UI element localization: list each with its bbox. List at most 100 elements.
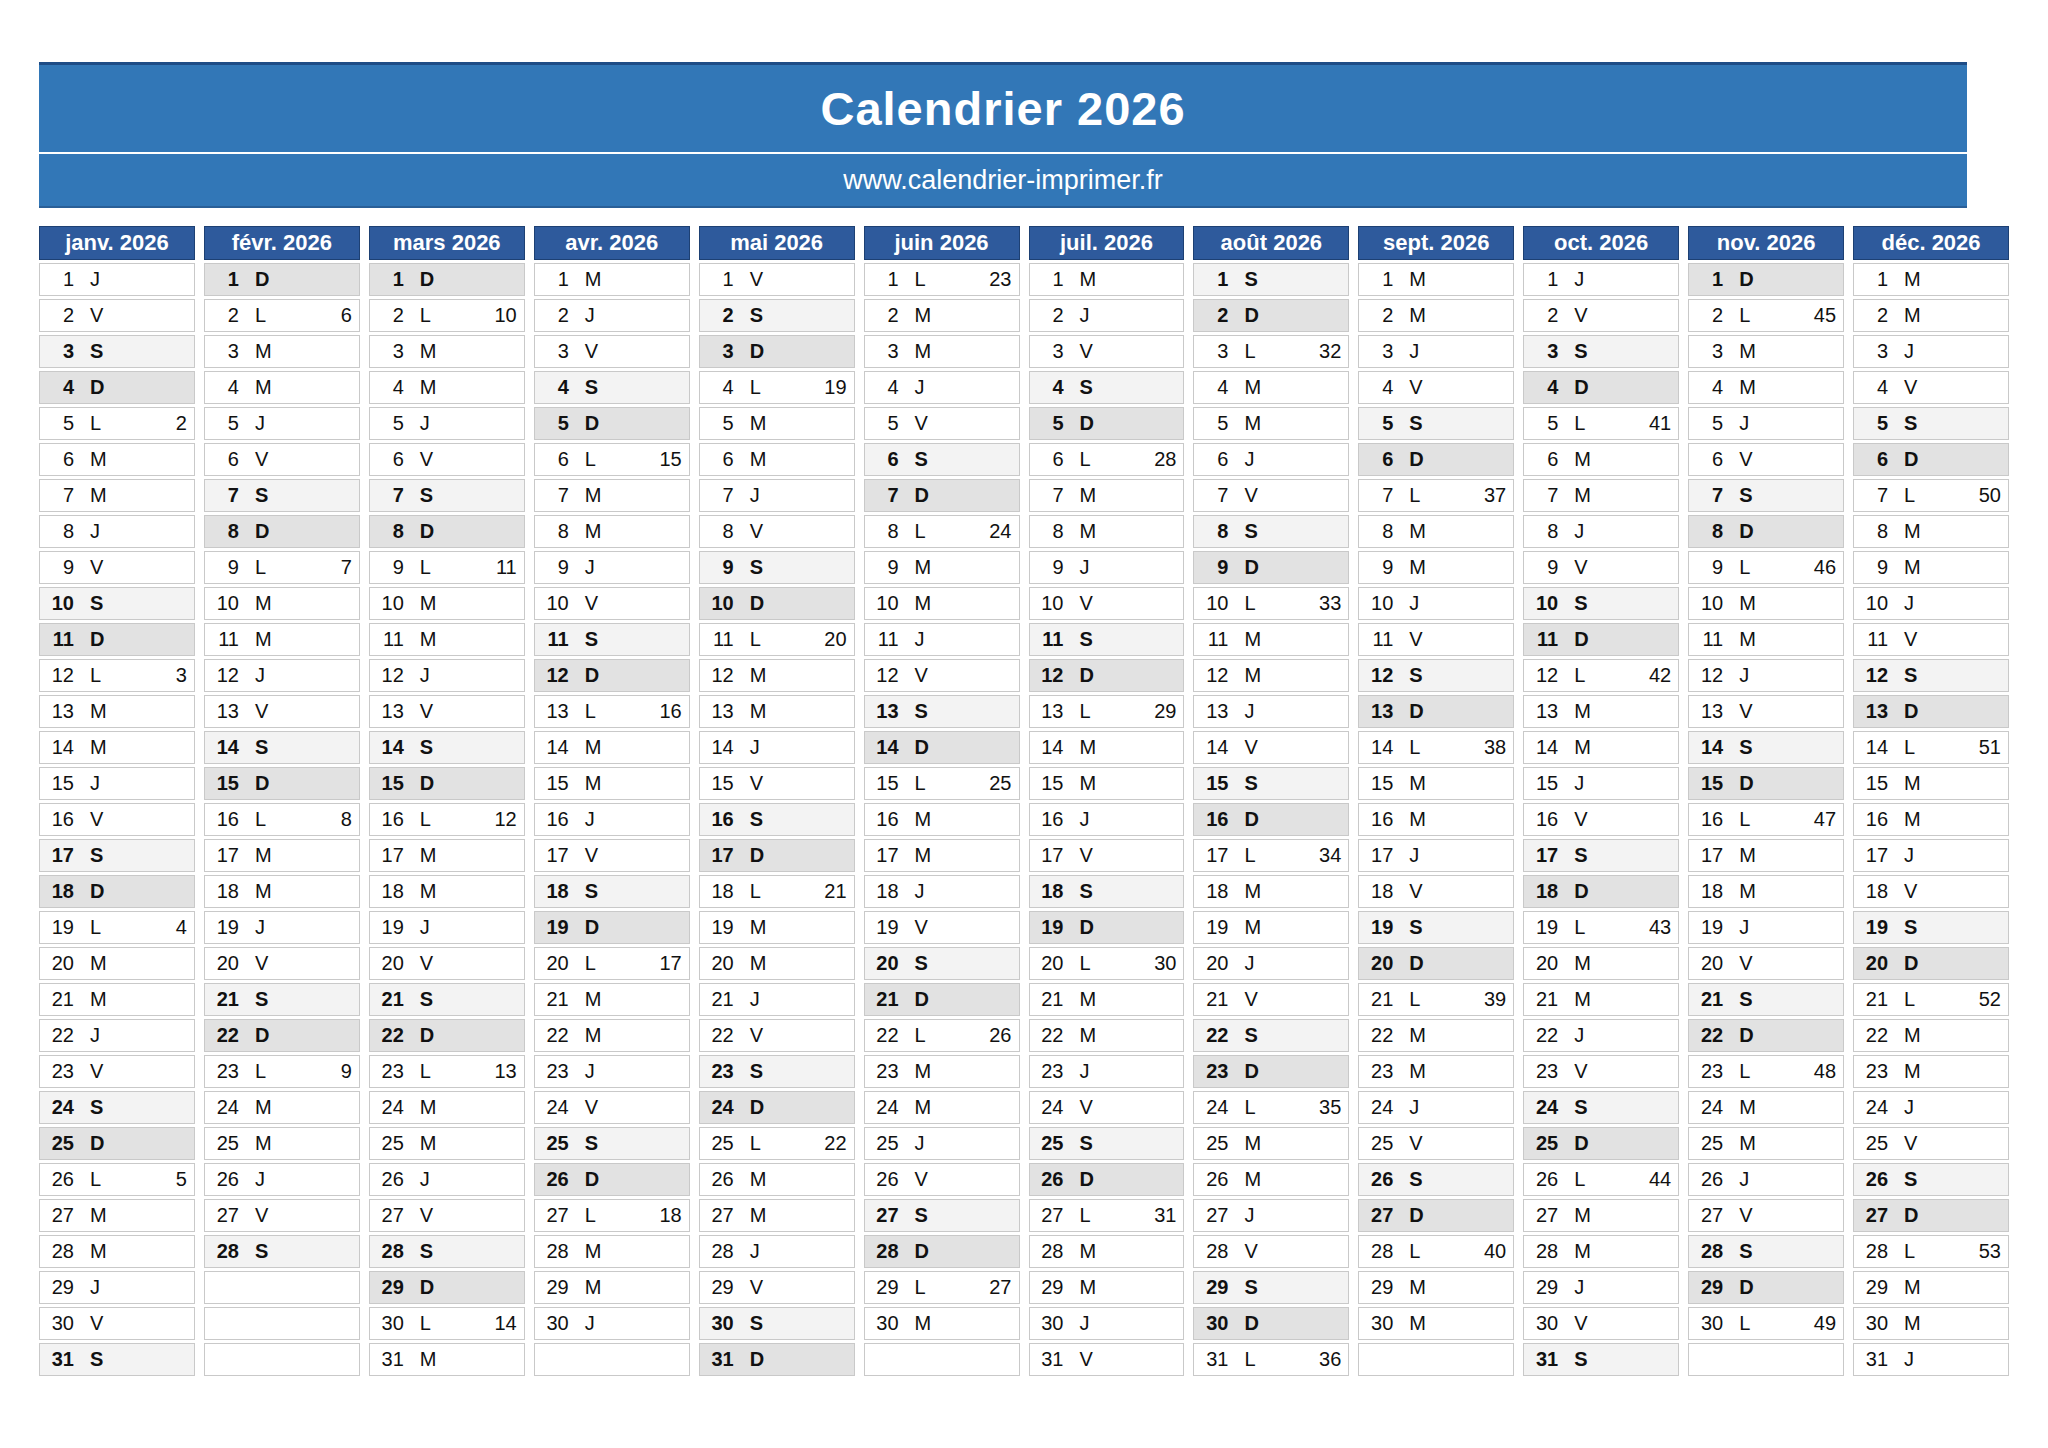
week-number: 48	[1814, 1060, 1836, 1083]
day-letter: V	[1739, 1204, 1752, 1227]
day-letter: S	[585, 628, 598, 651]
day-letter: L	[585, 1204, 596, 1227]
month-header: août 2026	[1193, 226, 1349, 260]
day-row: 7S	[204, 479, 360, 512]
day-row: 16M	[1358, 803, 1514, 836]
day-number: 3	[706, 340, 734, 363]
day-letter: V	[1409, 1132, 1422, 1155]
day-row: 17S	[1523, 839, 1679, 872]
day-row: 3S	[39, 335, 195, 368]
day-number: 21	[1036, 988, 1064, 1011]
day-letter: J	[1244, 1204, 1254, 1227]
day-number: 20	[541, 952, 569, 975]
day-letter: S	[1904, 1168, 1917, 1191]
day-number: 18	[871, 880, 899, 903]
day-letter: V	[1080, 844, 1093, 867]
day-letter: D	[90, 376, 104, 399]
day-row: 2L45	[1688, 299, 1844, 332]
day-letter: M	[585, 1240, 602, 1263]
day-letter: D	[90, 1132, 104, 1155]
day-row: 3M	[369, 335, 525, 368]
day-letter: S	[1574, 1096, 1587, 1119]
day-number: 26	[1530, 1168, 1558, 1191]
day-letter: D	[90, 628, 104, 651]
day-letter: D	[420, 520, 434, 543]
day-letter: L	[255, 304, 266, 327]
day-row: 21L39	[1358, 983, 1514, 1016]
day-letter: M	[1080, 1240, 1097, 1263]
day-letter: M	[1244, 880, 1261, 903]
day-row: 9J	[1029, 551, 1185, 584]
day-letter: S	[750, 1060, 763, 1083]
day-letter: D	[750, 592, 764, 615]
banner-url-row: www.calendrier-imprimer.fr	[39, 154, 1967, 206]
day-row: 15J	[1523, 767, 1679, 800]
day-row: 6V	[1688, 443, 1844, 476]
day-row: 30L49	[1688, 1307, 1844, 1340]
day-letter: D	[585, 412, 599, 435]
week-number: 26	[989, 1024, 1011, 1047]
day-letter: J	[1080, 1312, 1090, 1335]
day-row: 28M	[1523, 1235, 1679, 1268]
day-number: 20	[1530, 952, 1558, 975]
week-number: 30	[1154, 952, 1176, 975]
day-number: 3	[1530, 340, 1558, 363]
day-number: 9	[376, 556, 404, 579]
week-number: 42	[1649, 664, 1671, 687]
day-row: 15V	[699, 767, 855, 800]
day-letter: J	[420, 664, 430, 687]
day-row: 20V	[204, 947, 360, 980]
day-number: 27	[211, 1204, 239, 1227]
day-number: 12	[541, 664, 569, 687]
day-letter: L	[420, 1312, 431, 1335]
day-number: 18	[46, 880, 74, 903]
day-number: 10	[1036, 592, 1064, 615]
day-row: 18J	[864, 875, 1020, 908]
day-row: 17M	[1688, 839, 1844, 872]
day-row: 27L18	[534, 1199, 690, 1232]
day-number: 25	[376, 1132, 404, 1155]
day-number: 30	[871, 1312, 899, 1335]
day-row: 3V	[1029, 335, 1185, 368]
day-row: 20J	[1193, 947, 1349, 980]
day-row: 3L32	[1193, 335, 1349, 368]
day-number: 5	[1365, 412, 1393, 435]
day-row: 22M	[1029, 1019, 1185, 1052]
day-row: 22M	[1358, 1019, 1514, 1052]
day-number: 2	[706, 304, 734, 327]
day-number: 19	[46, 916, 74, 939]
day-row: 12L3	[39, 659, 195, 692]
day-letter: J	[90, 772, 100, 795]
day-row: 2J	[1029, 299, 1185, 332]
day-letter: S	[750, 1312, 763, 1335]
day-letter: L	[1080, 1204, 1091, 1227]
day-letter: J	[90, 268, 100, 291]
day-row: 25D	[39, 1127, 195, 1160]
day-row: 22M	[534, 1019, 690, 1052]
day-number: 9	[706, 556, 734, 579]
day-row	[1688, 1343, 1844, 1376]
day-row: 11J	[864, 623, 1020, 656]
week-number: 14	[495, 1312, 517, 1335]
day-letter: D	[90, 880, 104, 903]
day-row: 22D	[204, 1019, 360, 1052]
day-row: 8D	[369, 515, 525, 548]
day-row: 8M	[1029, 515, 1185, 548]
day-row: 8J	[1523, 515, 1679, 548]
day-letter: M	[1739, 880, 1756, 903]
day-row: 3D	[699, 335, 855, 368]
day-letter: M	[90, 700, 107, 723]
day-number: 28	[1200, 1240, 1228, 1263]
day-row: 25L22	[699, 1127, 855, 1160]
day-letter: L	[1739, 808, 1750, 831]
day-row: 20M	[699, 947, 855, 980]
day-row: 20V	[1688, 947, 1844, 980]
day-row: 11S	[1029, 623, 1185, 656]
month-column: mars 20261D2L103M4M5J6V7S8D9L1110M11M12J…	[369, 226, 525, 1379]
day-number: 22	[1036, 1024, 1064, 1047]
day-letter: D	[1574, 376, 1588, 399]
month-column: mai 20261V2S3D4L195M6M7J8V9S10D11L2012M1…	[699, 226, 855, 1379]
day-number: 24	[1530, 1096, 1558, 1119]
day-row: 24V	[534, 1091, 690, 1124]
day-letter: M	[90, 1204, 107, 1227]
